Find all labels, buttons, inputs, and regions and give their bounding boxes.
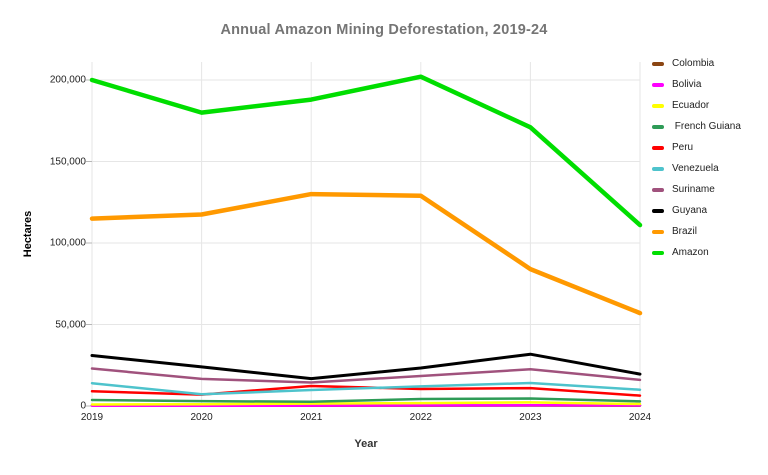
- chart-legend: Colombia Bolivia Ecuador French Guiana Peru…: [652, 53, 741, 263]
- legend-item-label: Ecuador: [672, 100, 710, 111]
- legend-swatch-icon: [652, 229, 664, 234]
- series-line-venezuela: [90, 381, 642, 396]
- legend-item-label: Brazil: [672, 226, 698, 237]
- series-line-brazil: [89, 191, 643, 316]
- y-tick-label: 200,000: [49, 74, 86, 86]
- legend-item-french-guiana: French Guiana: [652, 116, 741, 137]
- x-tick-label: 2020: [190, 412, 213, 423]
- legend-item-venezuela: Venezuela: [652, 158, 741, 179]
- legend-swatch-icon: [652, 208, 664, 213]
- series-line-ecuador: [90, 401, 642, 406]
- legend-item-colombia: Colombia: [652, 53, 741, 74]
- x-tick-label: 2021: [300, 412, 323, 423]
- series-line-amazon: [89, 74, 643, 228]
- legend-item-label: Venezuela: [672, 163, 719, 174]
- y-axis-title: Hectares: [22, 210, 34, 258]
- series-line-suriname: [90, 367, 642, 384]
- legend-item-label: Peru: [672, 142, 694, 153]
- series-line-bolivia: [90, 404, 642, 408]
- legend-item-suriname: Suriname: [652, 179, 741, 200]
- legend-swatch-icon: [652, 187, 664, 192]
- legend-item-label: Amazon: [672, 247, 709, 258]
- y-tick-label: 0: [80, 400, 86, 412]
- legend-item-label: Bolivia: [672, 79, 702, 90]
- series-line-french-guiana: [90, 397, 642, 404]
- legend-item-guyana: Guyana: [652, 200, 741, 221]
- legend-item-label: Suriname: [672, 184, 715, 195]
- chart-title: Annual Amazon Mining Deforestation, 2019…: [220, 22, 548, 38]
- legend-swatch-icon: [652, 166, 664, 171]
- legend-item-label: French Guiana: [672, 121, 741, 132]
- x-tick-label: 2023: [519, 412, 542, 423]
- legend-item-peru: Peru: [652, 137, 741, 158]
- legend-swatch-icon: [652, 250, 664, 255]
- legend-item-bolivia: Bolivia: [652, 74, 741, 95]
- legend-swatch-icon: [652, 82, 664, 87]
- legend-swatch-icon: [652, 61, 664, 66]
- x-axis-title: Year: [354, 438, 378, 450]
- x-tick-label: 2022: [409, 412, 432, 423]
- legend-swatch-icon: [652, 103, 664, 108]
- legend-swatch-icon: [652, 124, 664, 129]
- y-tick-label: 150,000: [49, 156, 86, 167]
- legend-item-label: Colombia: [672, 58, 715, 69]
- legend-item-amazon: Amazon: [652, 242, 741, 263]
- y-tick-label: 50,000: [55, 319, 86, 330]
- plot-area: [86, 62, 643, 408]
- series-line-guyana: [90, 352, 642, 381]
- legend-item-brazil: Brazil: [652, 221, 741, 242]
- legend-swatch-icon: [652, 145, 664, 150]
- legend-item-ecuador: Ecuador: [652, 95, 741, 116]
- y-tick-label: 100,000: [49, 237, 86, 249]
- legend-item-label: Guyana: [672, 205, 708, 216]
- x-tick-label: 2024: [628, 412, 652, 423]
- x-tick-label: 2019: [80, 412, 104, 423]
